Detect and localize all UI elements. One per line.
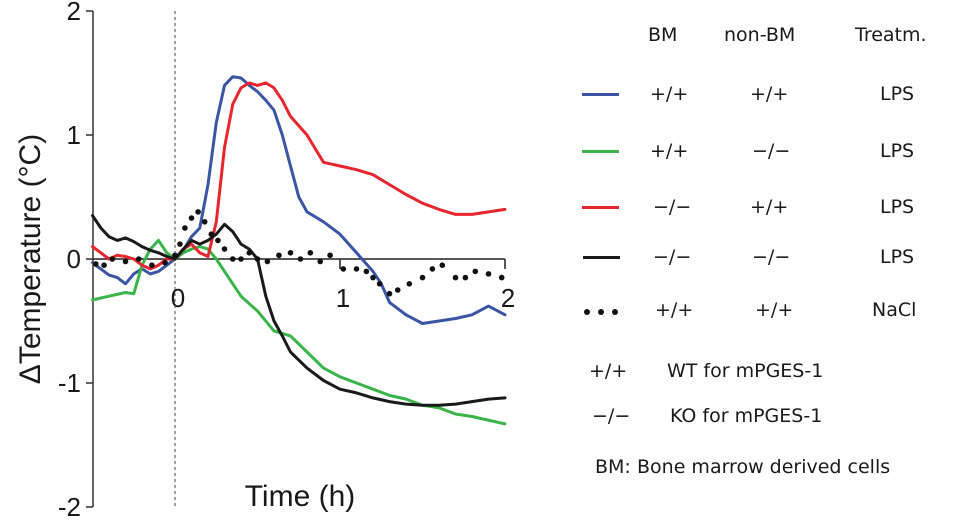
series-point-nacl	[172, 252, 178, 259]
series-point-nacl	[317, 258, 324, 265]
series-point-nacl	[439, 262, 446, 269]
series-point-nacl	[221, 246, 228, 252]
y-tick-label: -1	[58, 368, 81, 398]
series-point-nacl	[386, 290, 393, 297]
series-point-nacl	[394, 287, 401, 293]
series-point-nacl	[276, 252, 282, 259]
series-point-nacl	[406, 281, 413, 287]
y-tick-label: 0	[67, 244, 81, 274]
series-point-nacl	[101, 262, 107, 269]
series-point-nacl	[93, 261, 99, 267]
series-point-nacl	[188, 215, 195, 221]
series-point-nacl	[452, 274, 459, 281]
y-tick-label: -2	[58, 492, 81, 522]
series-point-nacl	[370, 274, 376, 281]
series-point-nacl	[498, 274, 505, 281]
series-layer	[91, 75, 507, 426]
series-point-nacl	[307, 250, 314, 256]
series-point-nacl	[238, 256, 244, 262]
y-axis-title: ΔTemperature (°C)	[14, 134, 47, 384]
series-point-nacl	[109, 256, 116, 262]
series-point-nacl	[201, 219, 208, 225]
y-tick-label: 1	[67, 120, 81, 150]
x-tick-label: 2	[501, 283, 515, 313]
series-point-nacl	[246, 250, 253, 256]
series-point-nacl	[122, 258, 129, 265]
series-point-nacl	[297, 256, 304, 262]
series-point-nacl	[419, 274, 426, 281]
series-point-nacl	[472, 268, 479, 275]
series-point-nacl	[229, 256, 236, 262]
series-point-nacl	[195, 209, 201, 215]
series-point-nacl	[162, 259, 168, 266]
series-point-nacl	[485, 271, 492, 277]
series-point-nacl	[376, 281, 383, 287]
x-tick-label: 1	[336, 283, 350, 313]
series-point-nacl	[182, 225, 188, 231]
series-point-nacl	[353, 266, 360, 272]
series-point-nacl	[135, 256, 142, 262]
x-tick-label: 0	[171, 283, 185, 313]
axis-labels: ΔTemperature (°C) Time (h)	[14, 134, 355, 513]
y-tick-label: 2	[67, 0, 81, 26]
series-point-nacl	[287, 250, 294, 256]
series-line-0	[91, 75, 507, 325]
series-point-nacl	[254, 256, 261, 262]
series-line-3	[91, 214, 507, 407]
series-point-nacl	[327, 252, 333, 259]
series-point-nacl	[177, 241, 183, 247]
series-point-nacl	[429, 266, 436, 272]
series-point-nacl	[462, 274, 469, 281]
series-line-2	[91, 81, 507, 271]
series-point-nacl	[340, 266, 347, 272]
series-point-nacl	[363, 268, 370, 275]
series-point-nacl	[208, 231, 215, 237]
series-point-nacl	[264, 258, 271, 265]
axes: 2 1 0 -1 -2 0 1 2	[58, 0, 515, 522]
x-axis-title: Time (h)	[245, 480, 356, 513]
series-point-nacl	[149, 262, 155, 269]
series-point-nacl	[215, 237, 221, 244]
